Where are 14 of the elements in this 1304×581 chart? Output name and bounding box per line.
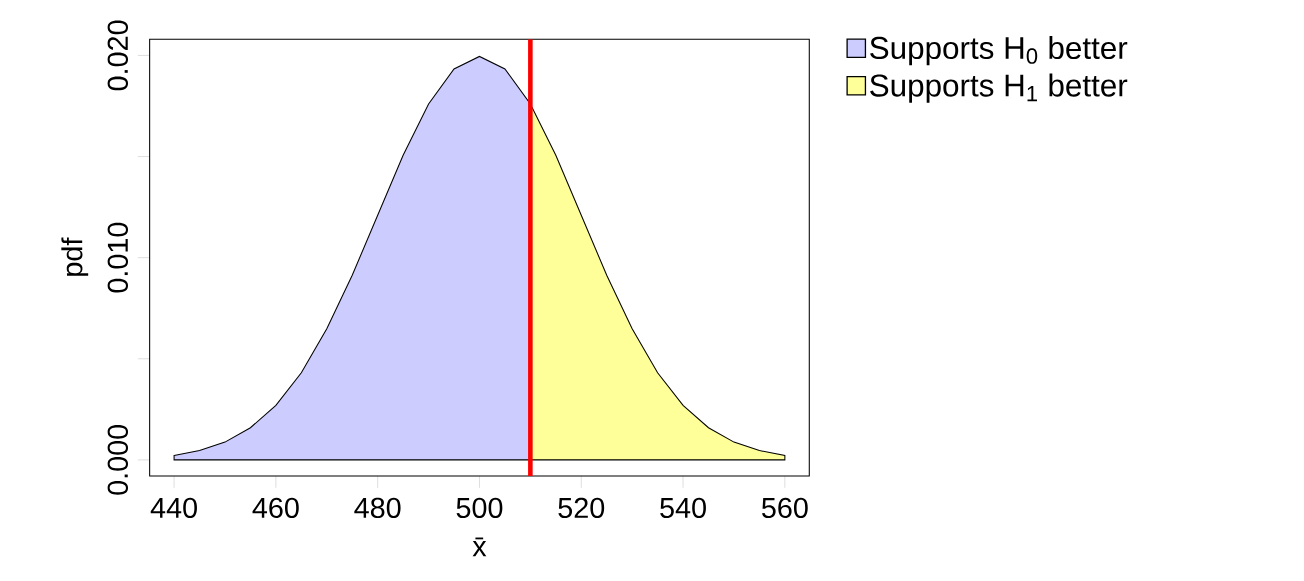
legend-label: Supports H$_{0}$ better (870, 35, 1128, 66)
x-tick-label: 560 (761, 497, 808, 519)
x-tick-label: 540 (660, 497, 706, 519)
x-tick-label: 480 (354, 497, 401, 519)
x-tick-label: 460 (252, 497, 299, 519)
x-tick-label: 520 (558, 497, 605, 519)
x-tick-label: 440 (150, 497, 197, 519)
x-axis-title: x̄ (472, 537, 487, 557)
y-axis-title: pdf (61, 237, 89, 276)
y-tick-label: 0.010 (107, 222, 129, 293)
legend-label: Supports H$_{1}$ better (870, 73, 1128, 103)
y-tick-label: 0.000 (107, 424, 129, 495)
x-tick-label: 500 (456, 497, 503, 519)
y-tick-label: 0.020 (107, 20, 129, 91)
